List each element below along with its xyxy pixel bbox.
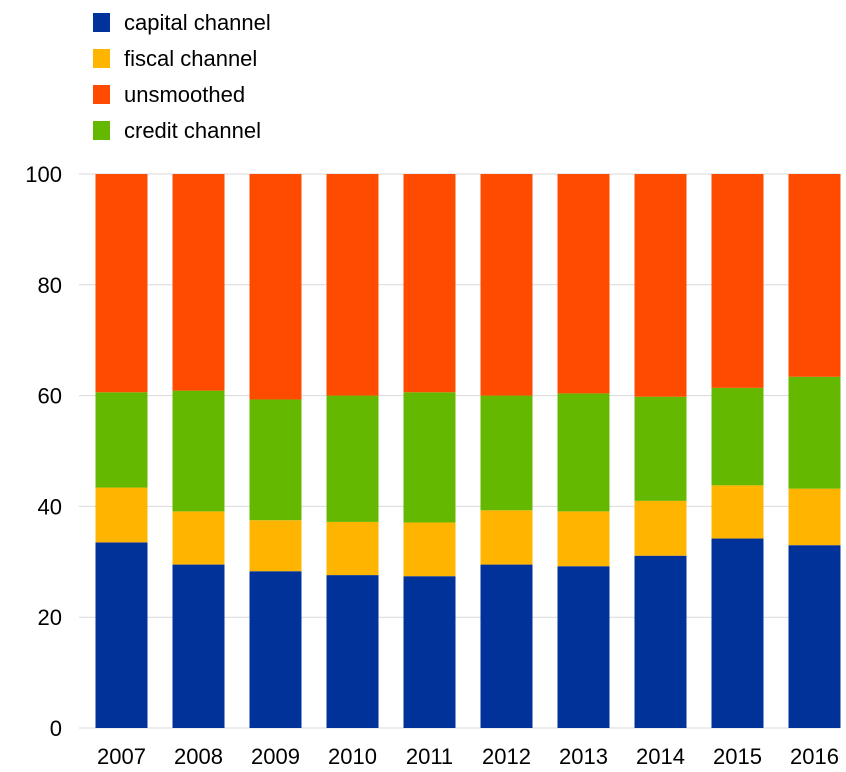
bar-fiscal-channel-2009 <box>249 520 302 572</box>
x-tick-label-2008: 2008 <box>174 744 223 769</box>
bar-fiscal-channel-2016 <box>788 488 841 546</box>
bar-unsmoothed-2010 <box>326 174 379 396</box>
x-tick-label-2012: 2012 <box>482 744 531 769</box>
x-tick-label-2015: 2015 <box>713 744 762 769</box>
legend-label-fiscal-channel: fiscal channel <box>124 46 257 71</box>
bar-capital-channel-2008 <box>172 564 225 728</box>
x-tick-label-2007: 2007 <box>97 744 146 769</box>
bar-unsmoothed-2012 <box>480 174 533 396</box>
x-tick-label-2016: 2016 <box>790 744 839 769</box>
bar-unsmoothed-2011 <box>403 174 456 393</box>
bar-capital-channel-2007 <box>95 542 148 728</box>
bar-credit-channel-2014 <box>634 396 687 501</box>
bar-credit-channel-2015 <box>711 387 764 486</box>
x-tick-label-2013: 2013 <box>559 744 608 769</box>
x-tick-label-2010: 2010 <box>328 744 377 769</box>
legend-swatch-unsmoothed <box>93 85 110 104</box>
bar-unsmoothed-2013 <box>557 174 610 394</box>
bar-credit-channel-2013 <box>557 393 610 512</box>
bar-unsmoothed-2008 <box>172 174 225 391</box>
x-tick-label-2011: 2011 <box>406 744 453 769</box>
legend-label-credit-channel: credit channel <box>124 118 261 143</box>
bar-capital-channel-2011 <box>403 576 456 728</box>
legend-swatch-fiscal-channel <box>93 49 110 68</box>
x-tick-label-2014: 2014 <box>636 744 685 769</box>
bars <box>95 174 841 728</box>
bar-unsmoothed-2007 <box>95 174 148 393</box>
bar-unsmoothed-2009 <box>249 174 302 400</box>
y-tick-label-100: 100 <box>25 162 62 187</box>
y-tick-label-20: 20 <box>38 605 62 630</box>
bar-unsmoothed-2016 <box>788 174 841 377</box>
bar-fiscal-channel-2010 <box>326 521 379 576</box>
bar-credit-channel-2007 <box>95 392 148 488</box>
y-tick-label-0: 0 <box>50 716 62 741</box>
bar-fiscal-channel-2007 <box>95 487 148 543</box>
y-tick-label-40: 40 <box>38 494 62 519</box>
y-tick-label-80: 80 <box>38 273 62 298</box>
legend-label-unsmoothed: unsmoothed <box>124 82 245 107</box>
bar-fiscal-channel-2015 <box>711 485 764 539</box>
bar-capital-channel-2012 <box>480 564 533 728</box>
y-tick-label-60: 60 <box>38 384 62 409</box>
legend: capital channel fiscal channel unsmoothed c… <box>93 10 271 143</box>
bar-unsmoothed-2015 <box>711 174 764 388</box>
bar-capital-channel-2015 <box>711 538 764 728</box>
bar-fiscal-channel-2008 <box>172 511 225 565</box>
legend-label-capital-channel: capital channel <box>124 10 271 35</box>
bar-capital-channel-2013 <box>557 566 610 728</box>
bar-fiscal-channel-2013 <box>557 511 610 567</box>
x-tick-label-2009: 2009 <box>251 744 300 769</box>
bar-capital-channel-2010 <box>326 575 379 728</box>
bar-credit-channel-2010 <box>326 395 379 522</box>
x-axis-ticks: 2007 2008 2009 2010 2011 2012 2013 2014 2015 2016 <box>97 744 839 769</box>
bar-unsmoothed-2014 <box>634 174 687 397</box>
bar-credit-channel-2009 <box>249 399 302 521</box>
bar-fiscal-channel-2014 <box>634 500 687 556</box>
bar-credit-channel-2012 <box>480 395 533 511</box>
bar-fiscal-channel-2011 <box>403 522 456 577</box>
legend-swatch-capital-channel <box>93 13 110 32</box>
bar-credit-channel-2016 <box>788 376 841 489</box>
bar-capital-channel-2016 <box>788 545 841 728</box>
bar-fiscal-channel-2012 <box>480 510 533 565</box>
bar-credit-channel-2008 <box>172 390 225 512</box>
legend-swatch-credit-channel <box>93 121 110 140</box>
bar-capital-channel-2009 <box>249 571 302 728</box>
bar-capital-channel-2014 <box>634 555 687 728</box>
bar-credit-channel-2011 <box>403 392 456 523</box>
y-axis-ticks: 0 20 40 60 80 100 <box>25 162 62 741</box>
